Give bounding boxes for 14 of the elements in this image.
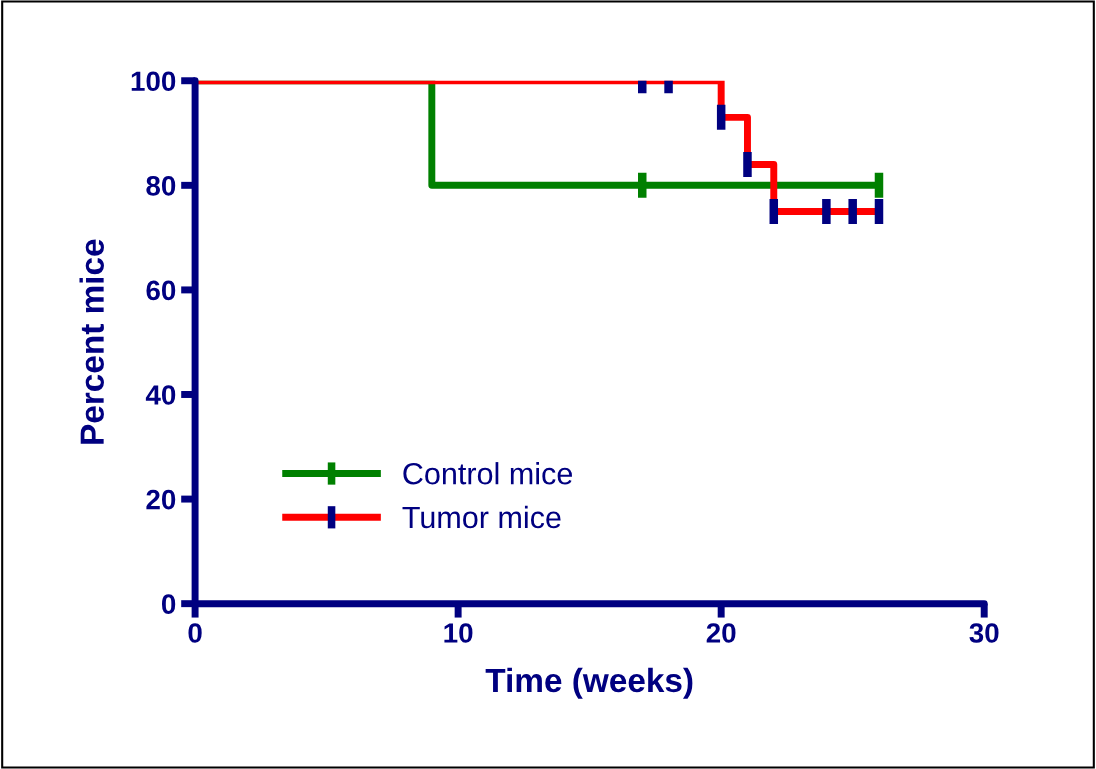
- y-tick-label: 20: [146, 489, 176, 510]
- x-axis-title: Time (weeks): [485, 667, 693, 699]
- y-tick-label: 0: [161, 594, 176, 614]
- x-tick-label: 20: [706, 623, 736, 643]
- y-tick-label: 100: [131, 71, 176, 92]
- x-tick-label: 0: [188, 623, 202, 643]
- legend-label: Tumor mice: [402, 505, 561, 529]
- x-tick-label: 10: [444, 623, 473, 643]
- legend-label: Control mice: [403, 462, 572, 485]
- y-tick-label: 40: [145, 385, 176, 405]
- y-tick-label: 60: [146, 280, 176, 301]
- x-tick-label: 30: [969, 623, 999, 643]
- y-axis-title: Percent mice: [79, 239, 104, 444]
- y-tick-label: 80: [146, 176, 176, 196]
